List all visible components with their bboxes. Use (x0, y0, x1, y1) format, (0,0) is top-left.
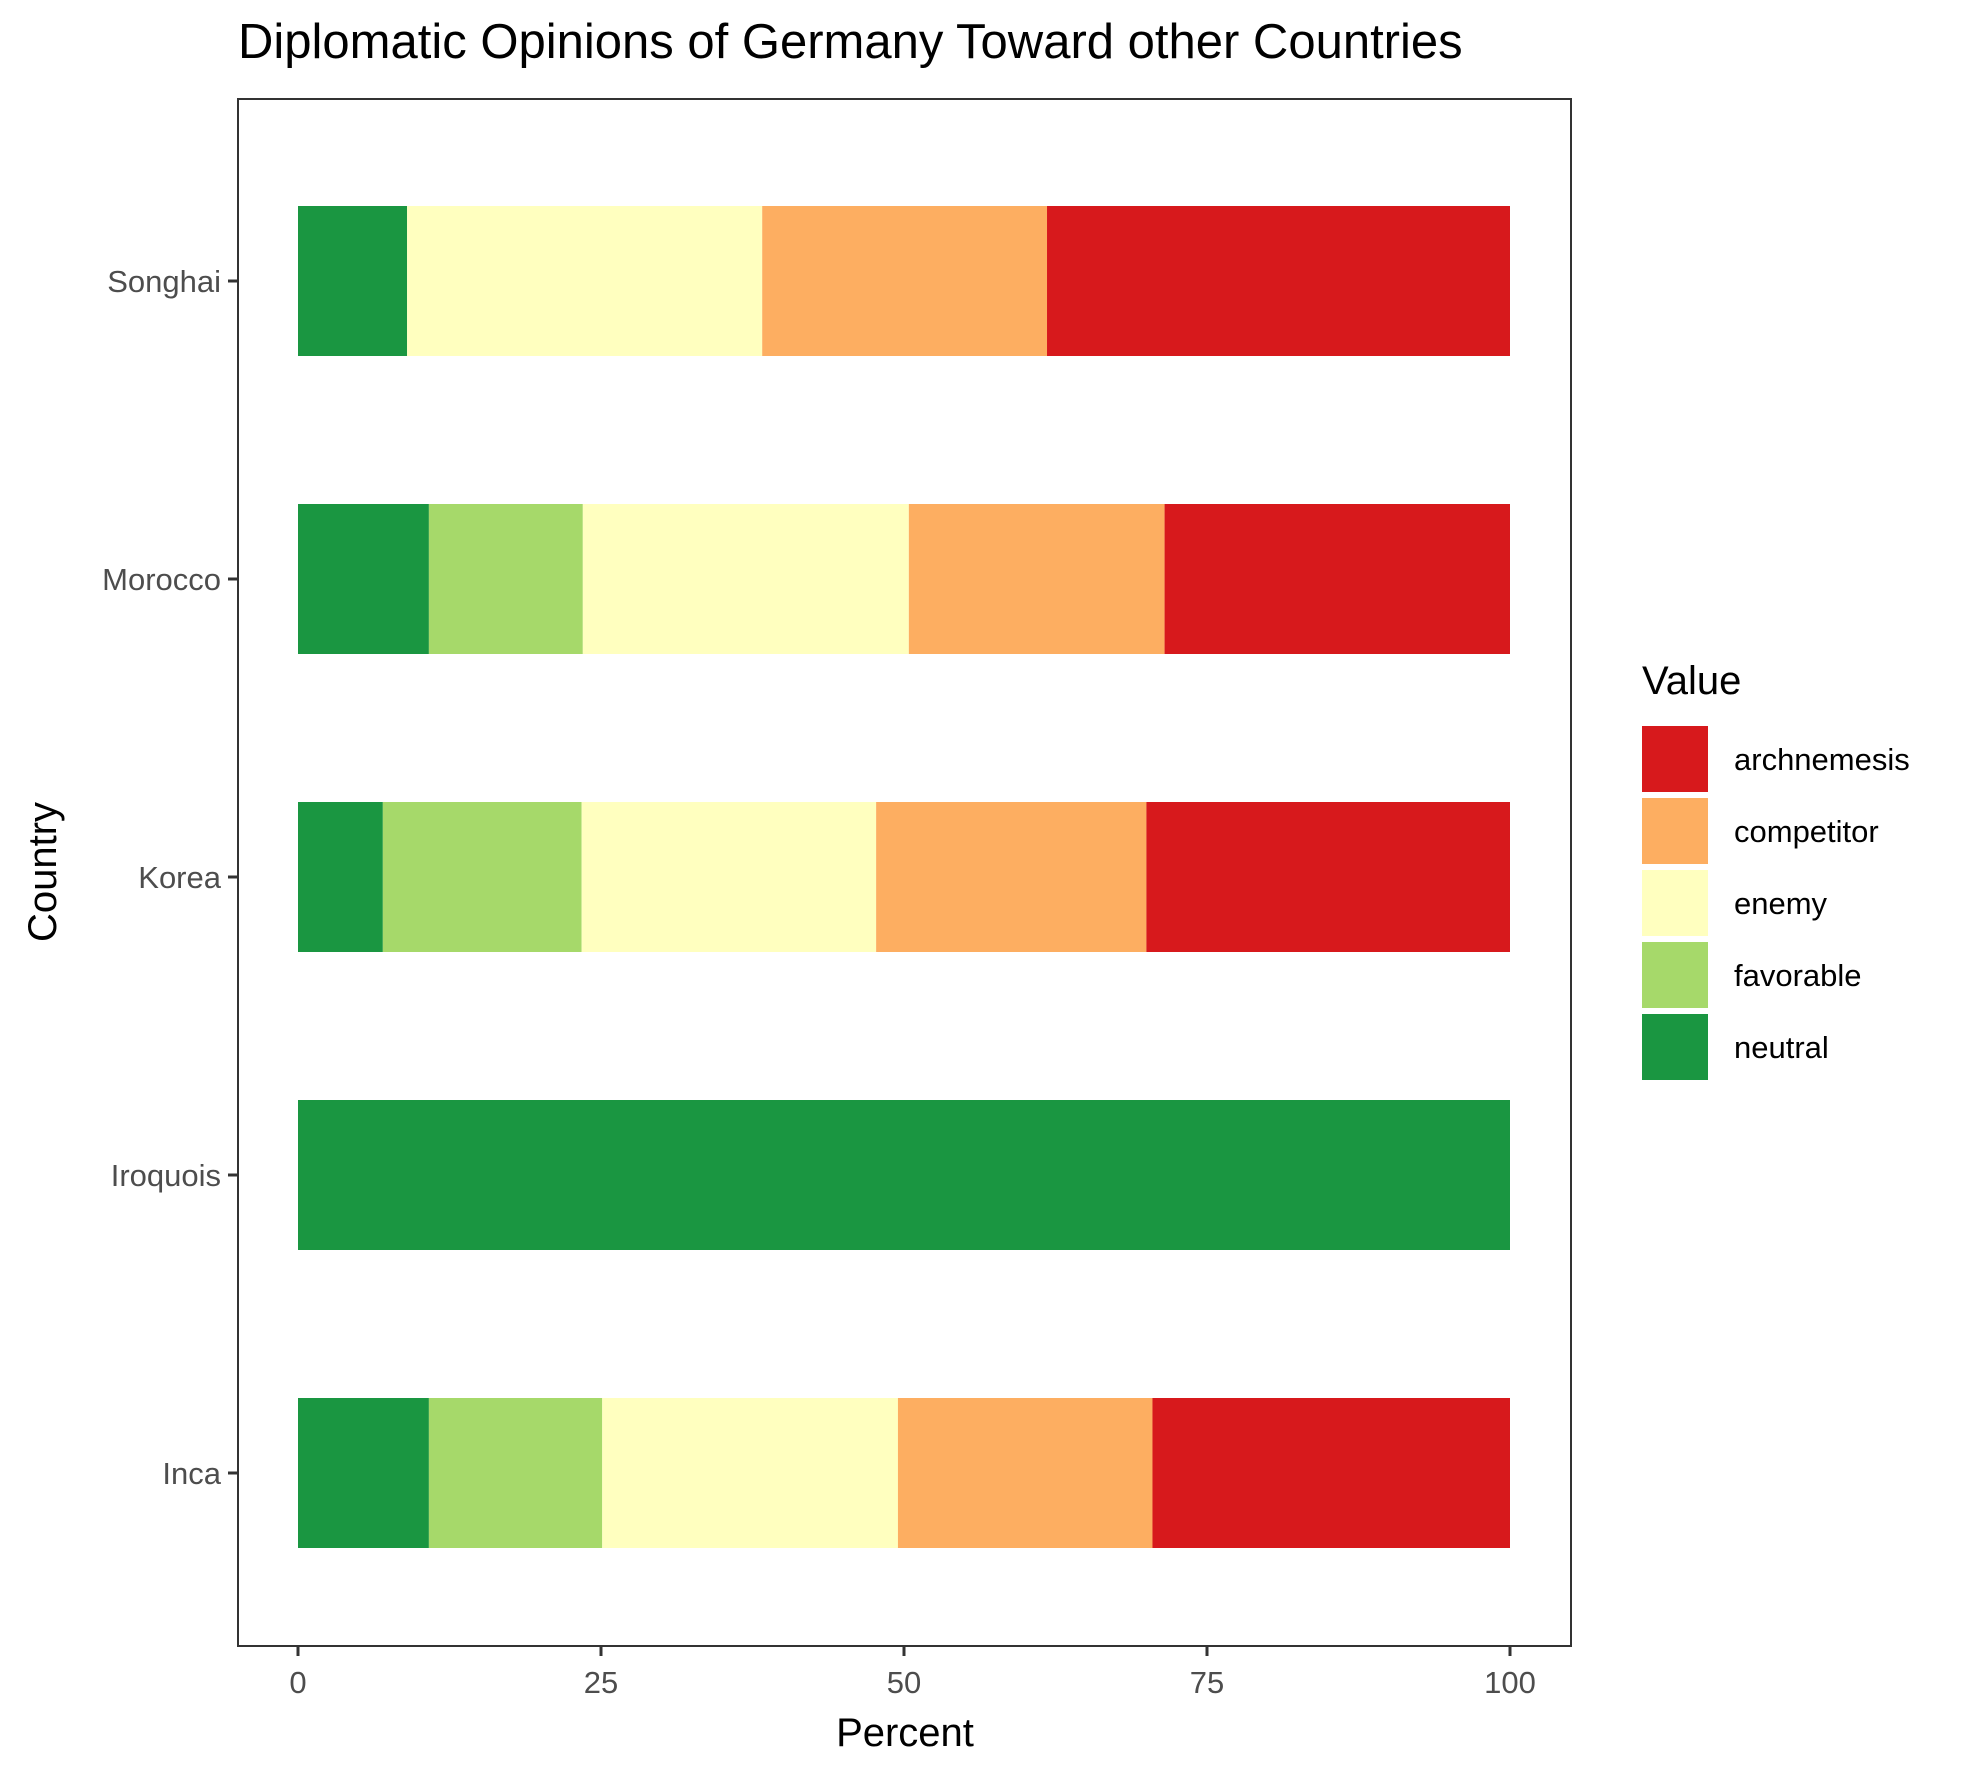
bar-songhai-archnemesis (1047, 206, 1510, 356)
x-axis-title: Percent (836, 1711, 974, 1755)
bar-songhai-competitor (762, 206, 1048, 356)
bar-inca-competitor (897, 1398, 1153, 1548)
x-tick-label: 100 (1484, 1665, 1536, 1700)
legend-key-competitor (1642, 798, 1708, 864)
bar-songhai-enemy (407, 206, 763, 356)
y-tick-label: Inca (162, 1456, 221, 1491)
legend: Value archnemesis competitor enemy favorabl… (1642, 659, 1910, 1080)
bar-iroquois-neutral (298, 1100, 1510, 1250)
x-tick-label: 25 (584, 1665, 618, 1700)
y-tick-label: Korea (138, 860, 221, 895)
y-axis: Inca Iroquois Korea Morocco Songhai (102, 264, 238, 1491)
bar-korea-enemy (581, 802, 877, 952)
x-tick-label: 75 (1190, 1665, 1224, 1700)
legend-label-neutral: neutral (1734, 1030, 1829, 1065)
bar-morocco-competitor (908, 504, 1165, 654)
legend-label-favorable: favorable (1734, 958, 1862, 993)
x-tick-label: 0 (289, 1665, 306, 1700)
legend-key-enemy (1642, 870, 1708, 936)
bar-morocco-neutral (298, 504, 429, 654)
bar-inca-enemy (602, 1398, 898, 1548)
bar-inca-favorable (428, 1398, 603, 1548)
legend-title: Value (1642, 659, 1741, 703)
bar-korea-archnemesis (1146, 802, 1510, 952)
legend-key-archnemesis (1642, 726, 1708, 792)
legend-key-neutral (1642, 1014, 1708, 1080)
bar-inca-neutral (298, 1398, 429, 1548)
bars-layer (298, 206, 1510, 1548)
legend-label-archnemesis: archnemesis (1734, 742, 1910, 777)
bar-morocco-enemy (582, 504, 909, 654)
legend-key-favorable (1642, 942, 1708, 1008)
y-axis-title: Country (21, 802, 65, 942)
x-axis: 0 25 50 75 100 (289, 1646, 1536, 1700)
legend-label-enemy: enemy (1734, 886, 1828, 921)
bar-morocco-favorable (428, 504, 583, 654)
chart-title: Diplomatic Opinions of Germany Toward ot… (238, 15, 1463, 69)
y-tick-label: Iroquois (111, 1158, 221, 1193)
bar-inca-archnemesis (1152, 1398, 1510, 1548)
x-tick-label: 50 (887, 1665, 921, 1700)
bar-korea-competitor (876, 802, 1147, 952)
bar-korea-favorable (382, 802, 582, 952)
bar-korea-neutral (298, 802, 383, 952)
y-tick-label: Morocco (102, 562, 221, 597)
y-tick-label: Songhai (107, 264, 221, 299)
legend-label-competitor: competitor (1734, 814, 1879, 849)
bar-songhai-neutral (298, 206, 408, 356)
bar-morocco-archnemesis (1164, 504, 1510, 654)
